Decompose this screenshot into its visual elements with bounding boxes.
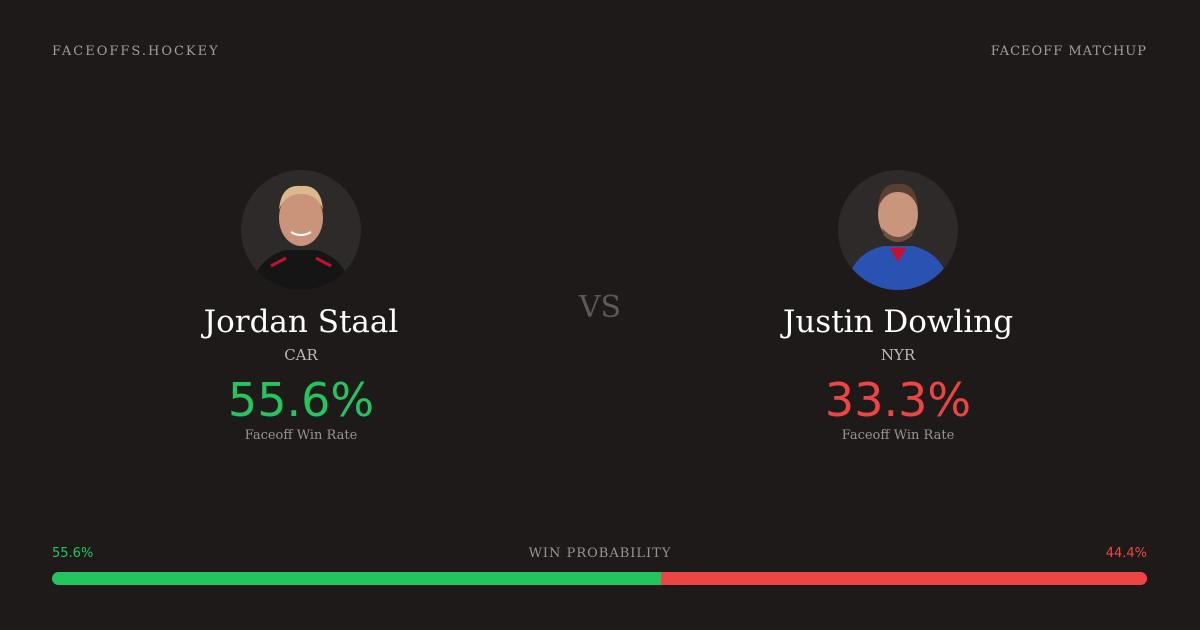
avatar-photo [251, 185, 351, 290]
player-name: Jordan Staal [203, 304, 399, 340]
player-name: Justin Dowling [782, 304, 1014, 340]
team: CAR [284, 346, 318, 364]
avatar-photo [846, 183, 950, 290]
win-rate: 33.3% [824, 373, 972, 427]
player-card: Jordan Staal CAR 55.6% Faceoff Win Rate [51, 170, 551, 443]
home-probability: 55.6% [52, 546, 94, 561]
rate-label: Faceoff Win Rate [841, 428, 955, 443]
avatar [241, 170, 361, 290]
vs: VS [578, 290, 622, 325]
probability-segment [660, 572, 1147, 585]
probability-label: WIN PROBABILITY [528, 546, 672, 561]
player-card: Justin Dowling NYR 33.3% Faceoff Win Rat… [648, 170, 1148, 443]
team: NYR [880, 346, 916, 364]
probability-segment [52, 572, 661, 585]
brand: FACEOFFS.HOCKEY [52, 44, 220, 59]
header-label: FACEOFF MATCHUP [990, 44, 1147, 59]
away-probability: 44.4% [1105, 546, 1147, 561]
probability-bar [52, 572, 1147, 585]
rate-label: Faceoff Win Rate [244, 428, 358, 443]
win-rate: 55.6% [227, 373, 375, 427]
avatar [838, 170, 958, 290]
